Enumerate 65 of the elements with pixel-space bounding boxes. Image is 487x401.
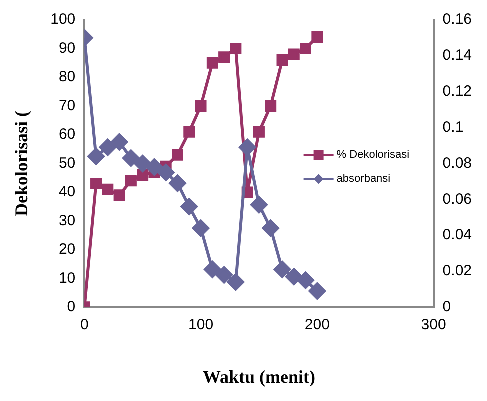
y2-tick-label: 0.02 — [442, 262, 472, 280]
point — [137, 169, 149, 181]
point — [286, 268, 303, 286]
point — [276, 54, 288, 66]
x-tick-label: 100 — [188, 316, 214, 334]
y-tick-label: 0 — [67, 298, 76, 316]
point — [102, 184, 114, 196]
y-tick-label: 30 — [58, 212, 76, 230]
y-tick-label: 20 — [58, 241, 76, 258]
point — [308, 282, 326, 300]
y2-tick-label: 0.14 — [442, 47, 472, 64]
y2-tick-label: 0.04 — [442, 226, 472, 244]
point — [158, 164, 175, 182]
point — [312, 32, 324, 43]
y-tick-label: 80 — [58, 68, 76, 86]
point — [99, 139, 116, 156]
x-tick-label: 300 — [421, 316, 446, 334]
point — [250, 196, 268, 214]
point — [239, 139, 256, 156]
y-tick-label: 50 — [58, 154, 76, 172]
y-tick-label: 100 — [50, 11, 76, 28]
y2-tick-label: 0.06 — [442, 190, 472, 208]
y2-tick-label: 0.16 — [442, 11, 472, 28]
point — [274, 261, 291, 278]
point — [230, 43, 242, 54]
point — [288, 48, 300, 60]
point — [204, 261, 222, 278]
point — [125, 175, 137, 187]
point — [184, 126, 196, 138]
y2-tick-label: 0 — [442, 298, 452, 316]
point — [300, 43, 312, 54]
point — [216, 266, 233, 284]
y-tick-label: 10 — [58, 270, 76, 287]
point — [88, 148, 105, 166]
point — [206, 57, 218, 69]
legend-label: % Dekolorisasi — [336, 149, 410, 162]
x-axis-title: Waktu (menit) — [202, 366, 316, 387]
point — [122, 150, 140, 167]
point — [90, 178, 102, 190]
y-tick-label: 90 — [58, 40, 76, 57]
point — [134, 155, 152, 172]
legend-label: absorbansi — [336, 173, 391, 186]
x-tick-label: 0 — [80, 316, 89, 334]
point — [297, 272, 314, 289]
point — [218, 52, 230, 64]
point — [192, 220, 210, 237]
point — [114, 190, 126, 202]
point — [265, 100, 277, 112]
y-tick-label: 40 — [58, 184, 76, 201]
y2-tick-label: 0.1 — [442, 118, 464, 136]
point — [262, 220, 280, 237]
x-tick-label: 200 — [304, 316, 330, 334]
y2-tick-label: 0.12 — [442, 82, 472, 100]
point — [195, 100, 207, 112]
y2-tick-label: 0.08 — [442, 154, 472, 172]
point — [227, 274, 244, 291]
point — [172, 149, 184, 161]
y-axis-title: Dekolorisasi ( — [11, 110, 32, 216]
point — [169, 174, 186, 192]
y-tick-label: 60 — [58, 126, 76, 144]
y-tick-label: 70 — [58, 97, 76, 114]
point — [180, 198, 198, 216]
point — [253, 126, 265, 138]
point — [111, 134, 128, 151]
point — [146, 158, 163, 176]
